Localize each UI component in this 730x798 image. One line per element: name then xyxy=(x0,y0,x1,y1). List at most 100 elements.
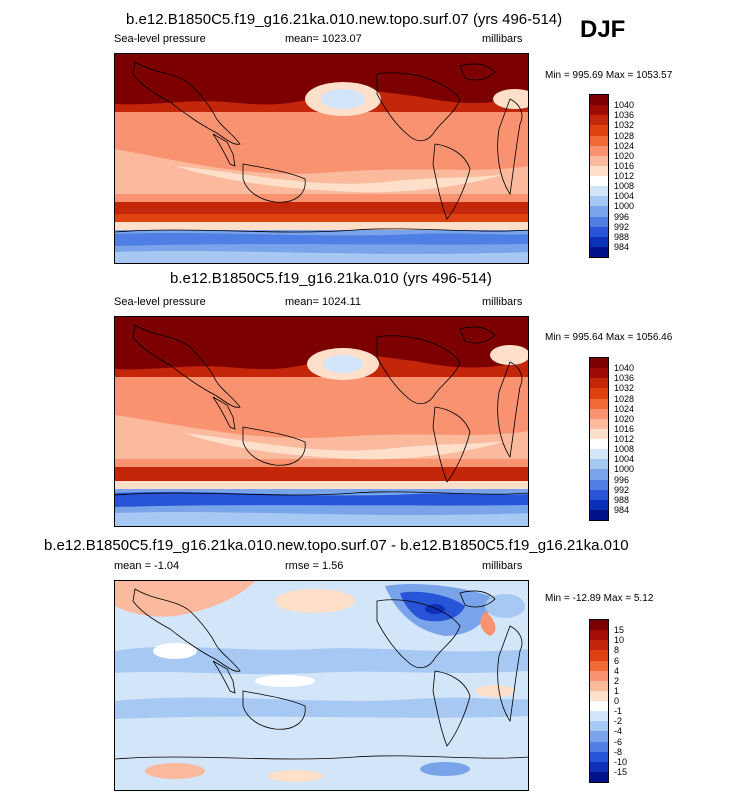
colorbar-tick-label: 1040 xyxy=(614,363,635,374)
colorbar-tick-label: 4 xyxy=(614,665,620,676)
colorbar-segment xyxy=(590,135,608,146)
colorbar-tick-label: -4 xyxy=(614,726,623,737)
colorbar-tick-label: 1008 xyxy=(614,444,635,455)
panel-3-units-label: millibars xyxy=(482,560,523,572)
colorbar-segment xyxy=(590,499,608,510)
panel-2-units-label: millibars xyxy=(482,296,523,308)
panel-1-title: b.e12.B1850C5.f19_g16.21ka.010.new.topo.… xyxy=(126,11,563,28)
colorbar-segment xyxy=(590,690,608,701)
colorbar-tick-label: 1008 xyxy=(614,181,635,192)
panel-1-units-label: millibars xyxy=(482,33,523,45)
colorbar-segment xyxy=(590,155,608,166)
colorbar-tick-label: 1000 xyxy=(614,464,635,475)
panel-1-variable-label: Sea-level pressure xyxy=(114,33,206,45)
panel-3-colorbar xyxy=(589,619,609,783)
panel-2-variable-label: Sea-level pressure xyxy=(114,296,206,308)
colorbar-tick-label: 992 xyxy=(614,221,630,232)
colorbar-segment xyxy=(590,186,608,197)
colorbar-segment xyxy=(590,751,608,762)
colorbar-tick-label: 1020 xyxy=(614,413,635,424)
panel-3-title: b.e12.B1850C5.f19_g16.21ka.010.new.topo.… xyxy=(44,537,629,554)
colorbar-segment xyxy=(590,771,608,782)
colorbar-tick-label: 996 xyxy=(614,211,630,222)
colorbar-tick-label: 1012 xyxy=(614,171,635,181)
colorbar-tick-label: 1028 xyxy=(614,393,635,404)
colorbar-segment xyxy=(590,378,608,389)
colorbar-segment xyxy=(590,630,608,641)
colorbar-segment xyxy=(590,439,608,450)
panel-3-minmax: Min = -12.89 Max = 5.12 xyxy=(545,593,654,604)
panel-1-mean-label: mean= 1023.07 xyxy=(285,33,362,45)
panel-1-minmax: Min = 995.69 Max = 1053.57 xyxy=(545,70,673,81)
panel-3-map xyxy=(114,580,529,791)
colorbar-segment xyxy=(590,206,608,217)
colorbar-tick-label: 15 xyxy=(614,625,625,636)
colorbar-tick-label: -8 xyxy=(614,746,623,757)
colorbar-segment xyxy=(590,459,608,470)
colorbar-tick-label: 988 xyxy=(614,231,630,242)
colorbar-tick-label: 1028 xyxy=(614,130,635,141)
panel-2-mean-label: mean= 1024.11 xyxy=(285,296,361,308)
colorbar-segment xyxy=(590,620,608,631)
colorbar-tick-label: -1 xyxy=(614,706,623,717)
colorbar-segment xyxy=(590,246,608,257)
colorbar-tick-label: 8 xyxy=(614,645,620,656)
colorbar-tick-label: 996 xyxy=(614,474,630,485)
colorbar-segment xyxy=(590,408,608,419)
colorbar-segment xyxy=(590,509,608,520)
colorbar-tick-label: -10 xyxy=(614,756,628,767)
colorbar-tick-label: 6 xyxy=(614,655,620,666)
colorbar-segment xyxy=(590,105,608,116)
panel-2-colorbar xyxy=(589,357,609,521)
colorbar-segment xyxy=(590,226,608,237)
colorbar-segment xyxy=(590,640,608,651)
colorbar-tick-label: 1004 xyxy=(614,454,635,465)
colorbar-segment xyxy=(590,176,608,187)
colorbar-segment xyxy=(590,650,608,661)
colorbar-segment xyxy=(590,761,608,772)
colorbar-segment xyxy=(590,660,608,671)
colorbar-segment xyxy=(590,358,608,369)
colorbar-segment xyxy=(590,731,608,742)
panel-2-minmax: Min = 995.64 Max = 1056.46 xyxy=(545,332,673,343)
panel-3-rmse-label: rmse = 1.56 xyxy=(285,560,344,572)
colorbar-segment xyxy=(590,711,608,722)
colorbar-tick-label: 10 xyxy=(614,635,625,646)
colorbar-tick-label: 1000 xyxy=(614,201,635,212)
panel-2-map-svg xyxy=(115,317,528,526)
colorbar-segment xyxy=(590,428,608,439)
colorbar-tick-label: 0 xyxy=(614,696,620,706)
colorbar-tick-label: 984 xyxy=(614,504,630,515)
colorbar-segment xyxy=(590,489,608,500)
panel-2-title: b.e12.B1850C5.f19_g16.21ka.010 (yrs 496-… xyxy=(170,270,492,287)
colorbar-tick-label: 1032 xyxy=(614,120,635,131)
panel-1-colorbar xyxy=(589,94,609,258)
colorbar-tick-label: -2 xyxy=(614,716,623,727)
colorbar-segment xyxy=(590,388,608,399)
colorbar-tick-label: 1004 xyxy=(614,191,635,202)
colorbar-tick-label: 1036 xyxy=(614,110,635,121)
colorbar-segment xyxy=(590,670,608,681)
colorbar-tick-label: 1016 xyxy=(614,423,635,434)
colorbar-segment xyxy=(590,196,608,207)
colorbar-tick-label: 1036 xyxy=(614,373,635,384)
colorbar-segment xyxy=(590,145,608,156)
colorbar-segment xyxy=(590,398,608,409)
colorbar-tick-label: 988 xyxy=(614,494,630,505)
colorbar-tick-label: 1 xyxy=(614,685,620,696)
colorbar-segment xyxy=(590,680,608,691)
colorbar-tick-label: 984 xyxy=(614,241,630,252)
colorbar-tick-label: -15 xyxy=(614,766,628,777)
panel-3-map-svg xyxy=(115,581,528,790)
colorbar-segment xyxy=(590,236,608,247)
colorbar-tick-label: 1040 xyxy=(614,100,635,111)
colorbar-segment xyxy=(590,216,608,227)
season-label: DJF xyxy=(580,16,626,43)
colorbar-tick-label: 1020 xyxy=(614,150,635,161)
colorbar-segment xyxy=(590,165,608,176)
colorbar-segment xyxy=(590,115,608,126)
colorbar-segment xyxy=(590,721,608,732)
colorbar-segment xyxy=(590,95,608,106)
colorbar-segment xyxy=(590,449,608,460)
colorbar-tick-label: 1024 xyxy=(614,140,635,151)
